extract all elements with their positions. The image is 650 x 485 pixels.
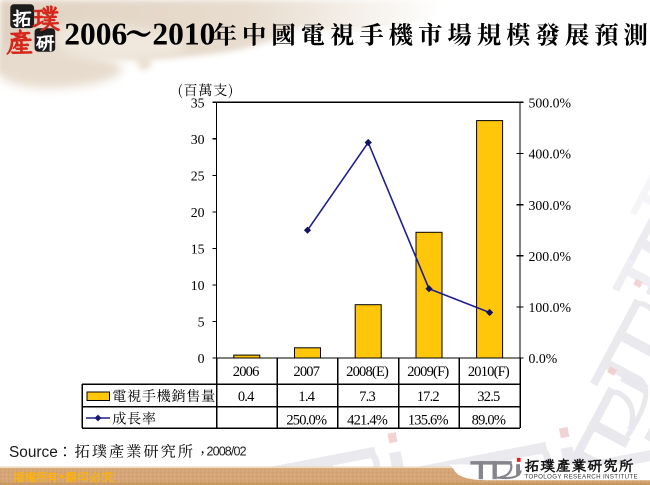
svg-text:TOPOLOGY RESEARCH INSTITUTE: TOPOLOGY RESEARCH INSTITUTE	[525, 474, 638, 481]
svg-text:30: 30	[191, 132, 205, 147]
svg-text:Source: Source	[9, 444, 58, 461]
svg-text:25: 25	[191, 169, 205, 184]
svg-text:100.0%: 100.0%	[529, 300, 572, 315]
svg-text:2007: 2007	[293, 364, 319, 380]
svg-text:10: 10	[191, 278, 205, 293]
svg-text:200.0%: 200.0%	[529, 249, 572, 264]
svg-text:2010(F): 2010(F)	[468, 364, 510, 380]
svg-text:1.4: 1.4	[298, 389, 315, 405]
svg-text:0.4: 0.4	[238, 389, 255, 405]
svg-text:250.0%: 250.0%	[286, 412, 327, 428]
svg-text:5: 5	[198, 315, 205, 330]
svg-text:2008/02: 2008/02	[207, 444, 247, 458]
svg-text:35: 35	[191, 96, 205, 111]
svg-text:2010: 2010	[152, 16, 215, 51]
svg-text:2009(F): 2009(F)	[407, 364, 449, 380]
svg-text:0: 0	[198, 351, 205, 366]
svg-text:300.0%: 300.0%	[529, 198, 572, 213]
svg-text:2008(E): 2008(E)	[346, 364, 389, 380]
svg-text:500.0%: 500.0%	[529, 96, 572, 111]
svg-text:15: 15	[191, 242, 205, 257]
svg-text:32.5: 32.5	[477, 389, 500, 405]
svg-text:2006: 2006	[64, 16, 127, 51]
svg-text:7.3: 7.3	[359, 389, 375, 405]
svg-text:400.0%: 400.0%	[529, 147, 572, 162]
svg-text:89.0%: 89.0%	[472, 412, 506, 428]
svg-text:0.0%: 0.0%	[529, 351, 558, 366]
svg-text:421.4%: 421.4%	[347, 412, 388, 428]
svg-text:2006: 2006	[233, 364, 259, 380]
svg-text:17.2: 17.2	[417, 389, 440, 405]
svg-text:135.6%: 135.6%	[408, 412, 449, 428]
svg-text:20: 20	[191, 205, 205, 220]
